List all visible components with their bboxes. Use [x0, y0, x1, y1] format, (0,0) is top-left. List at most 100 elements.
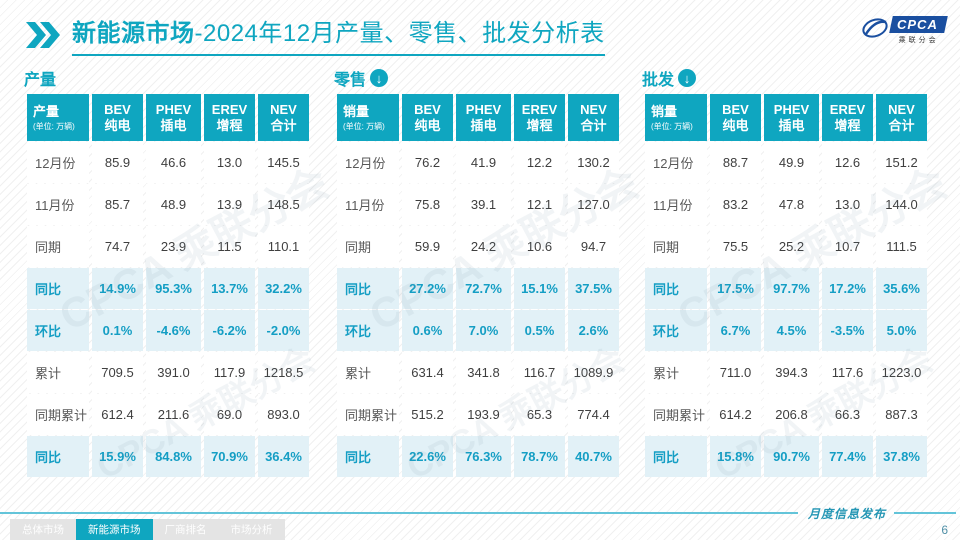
- data-cell: 46.6: [146, 142, 201, 183]
- row-label: 同比: [27, 436, 89, 477]
- data-cell: 69.0: [204, 394, 255, 435]
- data-cell: 13.0: [204, 142, 255, 183]
- data-cell: 49.9: [764, 142, 819, 183]
- tab-市场分析[interactable]: 市场分析: [230, 524, 273, 536]
- data-cell: 110.1: [258, 226, 309, 267]
- table-row: 11月份 85.7 48.9 13.9 148.5: [27, 184, 309, 225]
- data-cell: 94.7: [568, 226, 619, 267]
- table-row: 同期 59.9 24.2 10.6 94.7: [337, 226, 619, 267]
- data-cell: 15.1%: [514, 268, 565, 309]
- data-cell: 148.5: [258, 184, 309, 225]
- data-cell: 391.0: [146, 352, 201, 393]
- row-label: 12月份: [645, 142, 707, 183]
- col-header-bev: BEV 纯电: [402, 94, 453, 141]
- row-label: 11月份: [645, 184, 707, 225]
- data-cell: 887.3: [876, 394, 927, 435]
- table-row: 11月份 75.8 39.1 12.1 127.0: [337, 184, 619, 225]
- data-cell: 35.6%: [876, 268, 927, 309]
- data-cell: 88.7: [710, 142, 761, 183]
- data-cell: 515.2: [402, 394, 453, 435]
- corner-header: 销量 (单位: 万辆): [645, 94, 707, 141]
- data-cell: 130.2: [568, 142, 619, 183]
- down-arrow-icon: ↓: [370, 69, 389, 87]
- data-cell: 13.0: [822, 184, 873, 225]
- row-label: 同比: [645, 268, 707, 309]
- table-row: 环比 6.7% 4.5% -3.5% 5.0%: [645, 310, 927, 351]
- col-header-phev: PHEV 插电: [456, 94, 511, 141]
- data-cell: 40.7%: [568, 436, 619, 477]
- data-cell: 211.6: [146, 394, 201, 435]
- row-label: 11月份: [27, 184, 89, 225]
- tab-厂商排名[interactable]: 厂商排名: [164, 524, 207, 536]
- row-label: 同比: [337, 268, 399, 309]
- data-cell: 59.9: [402, 226, 453, 267]
- data-cell: 90.7%: [764, 436, 819, 477]
- row-label: 11月份: [337, 184, 399, 225]
- section-label-retail: 零售: [334, 72, 367, 89]
- row-label: 累计: [27, 352, 89, 393]
- row-label: 同期: [27, 226, 89, 267]
- data-cell: 76.2: [402, 142, 453, 183]
- data-cell: 47.8: [764, 184, 819, 225]
- table-row: 同比 15.9% 84.8% 70.9% 36.4%: [27, 436, 309, 477]
- data-cell: 116.7: [514, 352, 565, 393]
- section-label-wholesale: 批发: [642, 72, 675, 89]
- data-cell: 77.4%: [822, 436, 873, 477]
- footer-line: [0, 512, 798, 514]
- data-cell: 36.4%: [258, 436, 309, 477]
- row-label: 同比: [337, 436, 399, 477]
- data-cell: -2.0%: [258, 310, 309, 351]
- data-cell: 117.9: [204, 352, 255, 393]
- data-cell: 151.2: [876, 142, 927, 183]
- row-label: 环比: [27, 310, 89, 351]
- cpca-logo-badge: CPCA: [889, 16, 948, 33]
- table-row: 同比 15.8% 90.7% 77.4% 37.8%: [645, 436, 927, 477]
- row-label: 同期累计: [645, 394, 707, 435]
- table-row: 同期累计 614.2 206.8 66.3 887.3: [645, 394, 927, 435]
- data-cell: 15.8%: [710, 436, 761, 477]
- table-header-row: 销量 (单位: 万辆) BEV 纯电 PHEV 插电 EREV 增程 NEV 合计: [337, 94, 619, 141]
- table-row: 12月份 88.7 49.9 12.6 151.2: [645, 142, 927, 183]
- data-cell: 14.9%: [92, 268, 143, 309]
- row-label: 环比: [645, 310, 707, 351]
- col-header-nev: NEV 合计: [568, 94, 619, 141]
- data-cell: 27.2%: [402, 268, 453, 309]
- table-row: 同比 27.2% 72.7% 15.1% 37.5%: [337, 268, 619, 309]
- row-label: 同期累计: [27, 394, 89, 435]
- data-cell: 394.3: [764, 352, 819, 393]
- data-cell: -4.6%: [146, 310, 201, 351]
- wholesale-table-block: 批发 ↓ CPCA 乘联分会 CPCA 乘联分会 销量(单位: 万辆) BEV纯…: [642, 66, 954, 487]
- data-cell: 117.6: [822, 352, 873, 393]
- data-cell: 85.9: [92, 142, 143, 183]
- data-cell: 631.4: [402, 352, 453, 393]
- data-cell: 78.7%: [514, 436, 565, 477]
- row-label: 12月份: [337, 142, 399, 183]
- footer-line: [894, 512, 956, 514]
- data-cell: 15.9%: [92, 436, 143, 477]
- data-cell: 83.2: [710, 184, 761, 225]
- data-cell: 11.5: [204, 226, 255, 267]
- tab-总体市场[interactable]: 总体市场: [22, 524, 64, 536]
- col-header-bev: BEV 纯电: [710, 94, 761, 141]
- cpca-logo-subtitle: 乘联分会: [898, 37, 939, 44]
- data-cell: 6.7%: [710, 310, 761, 351]
- footer-rule: 月度信息发布: [0, 505, 956, 521]
- data-cell: 84.8%: [146, 436, 201, 477]
- cpca-logo: CPCA 乘联分会: [862, 16, 948, 45]
- data-cell: 2.6%: [568, 310, 619, 351]
- data-cell: 12.2: [514, 142, 565, 183]
- table-row: 同期 75.5 25.2 10.7 111.5: [645, 226, 927, 267]
- data-cell: 39.1: [456, 184, 511, 225]
- tab-新能源市场[interactable]: 新能源市场: [76, 519, 153, 540]
- down-arrow-icon: ↓: [678, 69, 697, 87]
- table-header-row: 产量 (单位: 万辆) BEV 纯电 PHEV 插电 EREV 增程 NEV 合计: [27, 94, 309, 141]
- data-cell: 7.0%: [456, 310, 511, 351]
- table-row: 同期累计 612.4 211.6 69.0 893.0: [27, 394, 309, 435]
- data-cell: 893.0: [258, 394, 309, 435]
- page-number: 6: [941, 523, 948, 537]
- data-cell: 66.3: [822, 394, 873, 435]
- table-row: 同比 17.5% 97.7% 17.2% 35.6%: [645, 268, 927, 309]
- row-label: 环比: [337, 310, 399, 351]
- data-cell: 22.6%: [402, 436, 453, 477]
- data-cell: -3.5%: [822, 310, 873, 351]
